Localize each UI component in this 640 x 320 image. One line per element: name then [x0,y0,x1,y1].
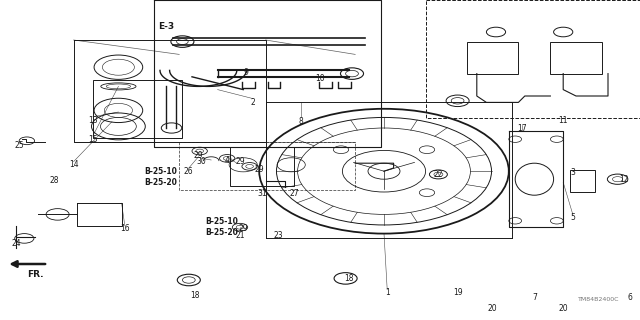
Text: FR.: FR. [27,270,44,279]
Text: 2: 2 [250,98,255,107]
Text: 30: 30 [196,157,207,166]
Text: 10: 10 [315,74,325,83]
Text: 14: 14 [68,160,79,169]
Text: 17: 17 [516,124,527,132]
Text: 19: 19 [452,288,463,297]
Text: 6: 6 [628,293,633,302]
Text: 29: 29 [235,157,245,166]
Text: 13: 13 [88,116,98,124]
Text: E-3: E-3 [158,22,174,31]
Text: 31: 31 [257,189,268,198]
Text: 28: 28 [50,176,59,185]
Text: 20: 20 [488,304,498,313]
Text: 12: 12 [620,175,628,184]
Text: 9: 9 [244,68,249,76]
Text: 1: 1 [385,288,390,297]
Text: 27: 27 [289,189,300,198]
Text: 3: 3 [570,168,575,177]
Text: 11: 11 [559,116,568,124]
Text: 24: 24 [11,239,21,248]
Text: B-25-10
B-25-20: B-25-10 B-25-20 [144,167,177,187]
Text: 25: 25 [14,141,24,150]
Text: 16: 16 [120,224,130,233]
Text: 26: 26 [184,167,194,176]
Text: 4: 4 [225,156,230,164]
Text: 5: 5 [570,213,575,222]
Text: 8: 8 [298,117,303,126]
Text: 21: 21 [236,231,244,240]
Text: 29: 29 [254,165,264,174]
Text: 23: 23 [273,231,284,240]
Text: 29: 29 [238,224,248,233]
Text: 7: 7 [532,293,537,302]
Text: 18: 18 [344,274,353,283]
Text: B-25-10
B-25-20: B-25-10 B-25-20 [205,217,237,237]
Text: 29: 29 [193,151,204,160]
Text: 22: 22 [434,170,443,179]
Text: 20: 20 [558,304,568,313]
Text: 18: 18 [191,292,200,300]
Text: TM84B2400C: TM84B2400C [578,297,619,302]
Text: 15: 15 [88,135,98,144]
